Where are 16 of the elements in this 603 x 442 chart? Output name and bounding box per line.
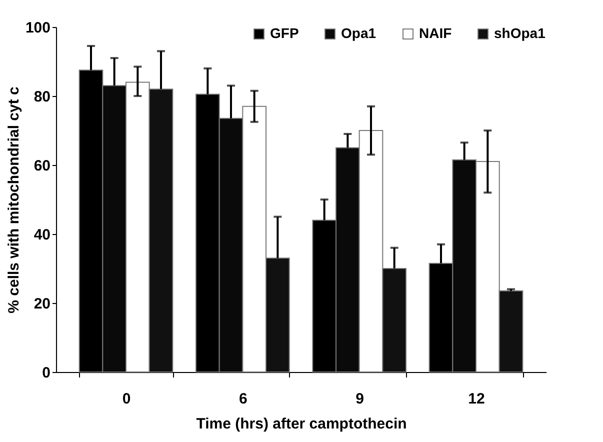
y-tick-label: 100 <box>25 20 50 36</box>
y-tick-label: 60 <box>34 158 50 174</box>
y-tick-label: 20 <box>34 296 50 312</box>
y-axis-title: % cells with mitochondrial cyt c <box>5 86 22 314</box>
y-tick-label: 0 <box>42 364 50 382</box>
x-tick-label: 9 <box>356 390 364 408</box>
legend-label: Opa1 <box>341 25 376 41</box>
y-tick-label: 80 <box>34 88 50 106</box>
legend-label: GFP <box>270 25 299 41</box>
x-tick-label: 0 <box>122 390 131 408</box>
x-tick-label: 12 <box>468 390 485 408</box>
legend-label: NAIF <box>419 25 452 41</box>
y-tick-label: 40 <box>34 226 50 244</box>
x-tick-label: 6 <box>238 390 248 408</box>
x-axis-title: Time (hrs) after camptothecin <box>196 416 407 432</box>
legend-label: shOpa1 <box>494 25 546 41</box>
